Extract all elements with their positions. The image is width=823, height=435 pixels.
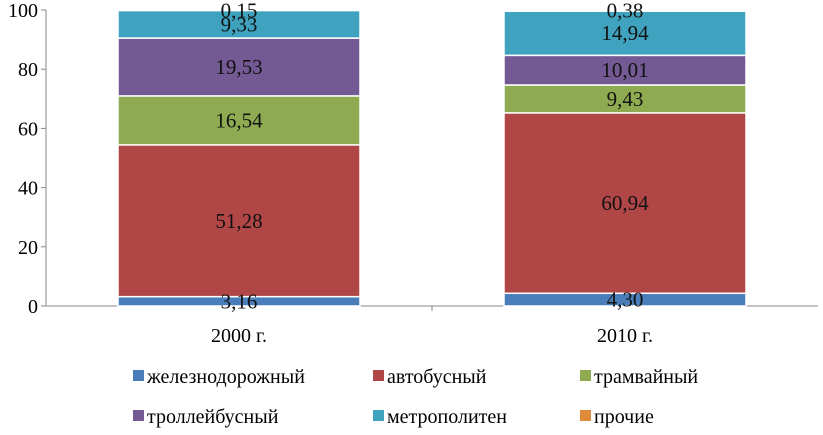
legend-swatch (373, 370, 384, 381)
legend-label: железнодорожный (146, 366, 305, 388)
data-label: 14,94 (601, 21, 649, 45)
data-label: 19,53 (215, 55, 262, 79)
axes: 0 20 40 60 80 100 2000 г. 2010 г. (8, 0, 818, 347)
y-tick-label: 60 (18, 118, 38, 140)
legend-label: автобусный (387, 366, 487, 388)
bar-segment (503, 54, 747, 86)
legend-label: метрополитен (387, 406, 507, 428)
legend-swatch (373, 410, 384, 421)
data-label: 3,16 (221, 289, 258, 313)
x-tick-label: 2000 г. (211, 325, 267, 347)
data-label: 60,94 (601, 191, 649, 215)
data-label: 51,28 (215, 209, 262, 233)
bar-segment (117, 9, 361, 39)
bars (117, 9, 747, 307)
data-label: 4,30 (607, 288, 644, 312)
data-label: 10,01 (601, 58, 648, 82)
x-tick-label: 2010 г. (597, 325, 653, 347)
y-tick-label: 20 (18, 237, 38, 259)
bar-segment (503, 9, 747, 12)
bar-segment (117, 144, 361, 298)
legend-label: троллейбусный (147, 406, 279, 428)
y-tick-label: 80 (18, 59, 38, 81)
data-label: 9,43 (607, 87, 644, 111)
data-label: 9,33 (221, 12, 258, 36)
y-tick-label: 100 (8, 0, 38, 22)
bar-segment (117, 37, 361, 97)
legend-swatch (580, 370, 591, 381)
bar-segment (503, 84, 747, 114)
y-tick-label: 40 (18, 178, 38, 200)
legend-swatch (133, 370, 144, 381)
legend-swatch (133, 410, 144, 421)
legend-swatch (580, 410, 591, 421)
data-label: 0,15 (221, 0, 258, 22)
bar-segment (503, 10, 747, 57)
bar-segment (117, 95, 361, 146)
data-label: 0,38 (607, 0, 644, 23)
data-labels: 3,16 51,28 16,54 19,53 9,330,15 4,30 60,94 9,43… (215, 0, 649, 313)
data-label: 16,54 (215, 108, 263, 132)
legend-label: трамвайный (594, 366, 698, 388)
legend: железнодорожный автобусный трамвайный тролл… (133, 366, 698, 428)
y-tick-label: 0 (28, 296, 38, 318)
legend-label: прочие (594, 406, 654, 428)
bar-segment (503, 112, 747, 295)
